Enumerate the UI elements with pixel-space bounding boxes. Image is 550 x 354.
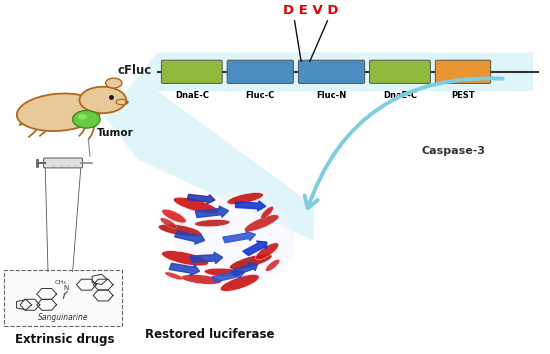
FancyArrowPatch shape (305, 78, 503, 208)
Text: Caspase-3: Caspase-3 (421, 146, 486, 156)
Ellipse shape (227, 193, 263, 204)
Ellipse shape (204, 268, 243, 276)
FancyArrow shape (169, 263, 200, 276)
Ellipse shape (244, 215, 279, 232)
Text: cFluc: cFluc (118, 64, 152, 76)
Ellipse shape (229, 254, 272, 269)
Ellipse shape (221, 275, 259, 291)
Ellipse shape (162, 251, 208, 266)
Text: N: N (63, 285, 69, 291)
FancyBboxPatch shape (4, 270, 122, 326)
Ellipse shape (181, 274, 222, 284)
Ellipse shape (195, 219, 230, 227)
Ellipse shape (116, 99, 128, 105)
Text: CH₃: CH₃ (55, 280, 67, 285)
Ellipse shape (160, 218, 177, 228)
FancyArrow shape (195, 206, 229, 217)
Ellipse shape (80, 87, 126, 113)
FancyArrow shape (191, 252, 223, 263)
Polygon shape (106, 91, 314, 241)
Ellipse shape (173, 197, 218, 214)
FancyArrow shape (223, 231, 256, 242)
Circle shape (73, 110, 100, 128)
Ellipse shape (173, 192, 295, 282)
Ellipse shape (106, 78, 122, 88)
FancyArrow shape (231, 262, 257, 276)
FancyBboxPatch shape (299, 60, 365, 84)
FancyArrow shape (235, 201, 266, 211)
Text: Tumor: Tumor (97, 129, 134, 138)
FancyBboxPatch shape (227, 60, 294, 84)
Text: DnaE-C: DnaE-C (175, 91, 209, 100)
FancyArrow shape (212, 269, 244, 282)
FancyArrow shape (187, 194, 215, 204)
Ellipse shape (165, 272, 183, 280)
Text: Extrinsic drugs: Extrinsic drugs (15, 332, 114, 346)
Polygon shape (106, 52, 533, 118)
Ellipse shape (256, 243, 279, 260)
Text: Fluc-N: Fluc-N (316, 91, 346, 100)
Text: Restored luciferase: Restored luciferase (145, 328, 274, 341)
Ellipse shape (158, 224, 201, 236)
FancyBboxPatch shape (370, 60, 431, 84)
FancyBboxPatch shape (436, 60, 491, 84)
FancyBboxPatch shape (161, 60, 222, 84)
FancyBboxPatch shape (43, 158, 82, 168)
FancyArrow shape (243, 241, 267, 256)
Text: Fluc-C: Fluc-C (246, 91, 275, 100)
Circle shape (78, 114, 87, 120)
Ellipse shape (17, 93, 101, 131)
Text: D E V D: D E V D (283, 4, 339, 17)
Ellipse shape (162, 209, 186, 223)
Text: PEST: PEST (451, 91, 475, 100)
FancyArrow shape (174, 231, 205, 244)
Ellipse shape (261, 206, 273, 219)
Text: DnaE-C: DnaE-C (383, 91, 417, 100)
Text: Sanguinarine: Sanguinarine (37, 313, 88, 322)
Ellipse shape (266, 259, 279, 271)
